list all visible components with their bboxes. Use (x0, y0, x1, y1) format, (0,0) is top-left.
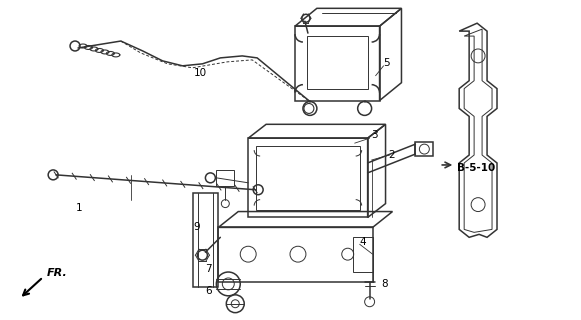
Text: 2: 2 (388, 150, 395, 160)
Text: 6: 6 (205, 286, 211, 296)
Text: B-5-10: B-5-10 (457, 163, 496, 173)
Text: 5: 5 (383, 58, 390, 68)
Text: 10: 10 (194, 68, 207, 78)
Text: 3: 3 (371, 130, 378, 140)
Text: 9: 9 (193, 222, 200, 232)
Text: 1: 1 (76, 203, 83, 212)
Text: FR.: FR. (47, 268, 68, 278)
Text: 8: 8 (381, 279, 388, 289)
Text: 4: 4 (359, 237, 366, 247)
Text: 7: 7 (205, 264, 211, 274)
